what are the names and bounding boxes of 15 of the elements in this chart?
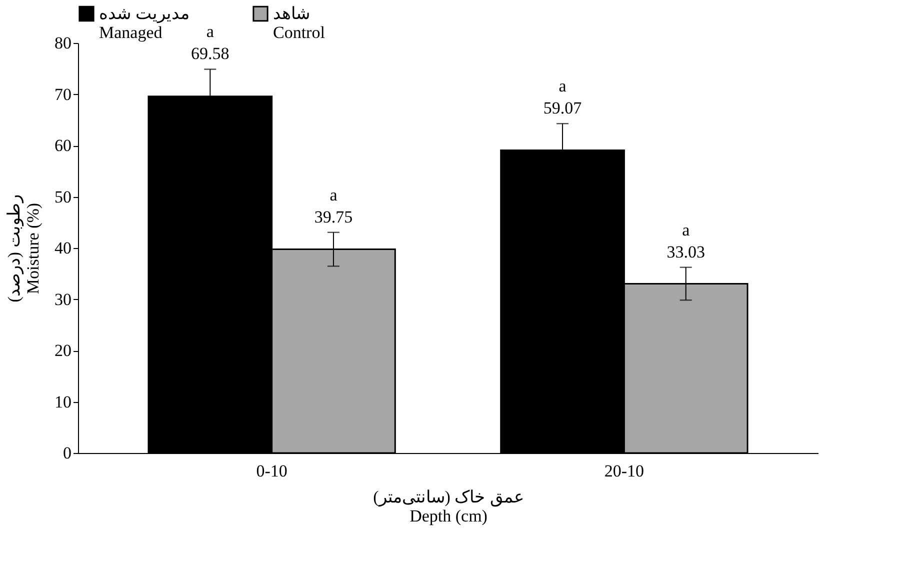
y-tick-label: 80 [54,34,72,52]
y-tick-label: 0 [63,444,72,462]
data-label: a 39.75 [314,185,353,226]
data-label: a 33.03 [666,220,705,262]
y-tick-label: 40 [54,238,72,258]
x-tick-label: 20-10 [604,462,644,480]
y-tick-label: 30 [54,290,72,309]
data-label: a 69.58 [191,22,230,64]
y-tick-label: 50 [54,187,72,206]
data-label: a 59.07 [543,76,582,118]
y-tick-label: 10 [54,392,72,412]
y-tick-label: 20 [54,341,72,360]
y-tick-label: 60 [54,136,72,155]
x-tick-label: 0-10 [256,462,288,480]
y-tick-label: 70 [54,84,72,104]
